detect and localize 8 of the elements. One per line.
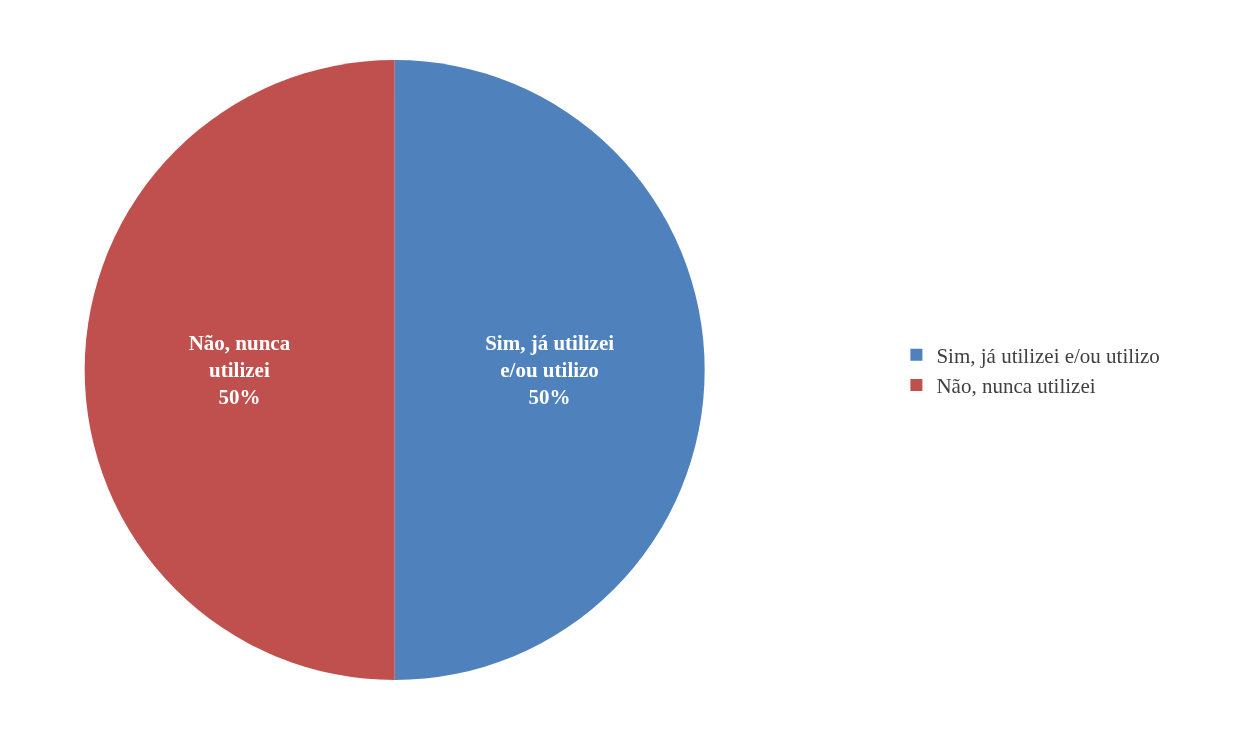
legend-label: Não, nunca utilizei (936, 374, 1096, 399)
data-label: 50% (528, 385, 571, 410)
legend-label: Sim, já utilizei e/ou utilizo (936, 343, 1160, 368)
pie-slice (394, 60, 705, 681)
slice-label: Não, nunca utilizei (188, 330, 291, 382)
slice-label: Sim, já utilizei e/ou utilizo (485, 330, 615, 382)
pie-slice (85, 60, 395, 681)
data-label: 50% (218, 385, 261, 410)
